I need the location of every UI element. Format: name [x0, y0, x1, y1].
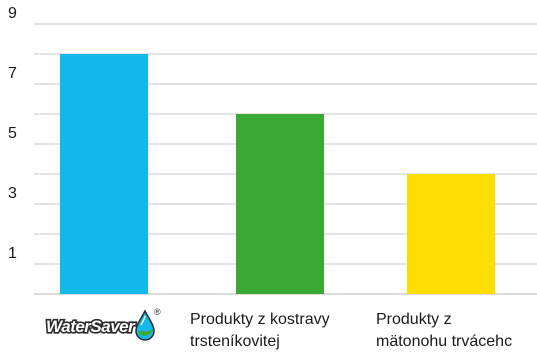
watersaver-logo-graphic: WaterSaver ® [44, 307, 161, 341]
category-label-kostrava: Produkty z kostravy trsteníkovitej [190, 311, 330, 350]
watersaver-logo: WaterSaver ® [44, 305, 164, 350]
bar-chart: 1 3 5 7 9 [8, 5, 537, 295]
bar-3 [407, 174, 495, 294]
y-tick-label-7: 7 [8, 65, 17, 82]
y-tick-label-3: 3 [8, 185, 17, 202]
water-drop-icon [135, 309, 155, 341]
bars [60, 54, 495, 294]
bar-2 [236, 114, 324, 294]
bar-1 [60, 54, 148, 294]
category-label-matonoh: Produkty z mätonohu trvácehc [376, 311, 513, 350]
y-axis-ticks: 1 3 5 7 9 [8, 5, 17, 262]
y-tick-label-5: 5 [8, 125, 17, 142]
y-tick-label-1: 1 [8, 245, 17, 262]
y-tick-label-9: 9 [8, 5, 17, 22]
logo-wordmark: WaterSaver [46, 317, 136, 336]
registered-mark: ® [154, 307, 161, 317]
